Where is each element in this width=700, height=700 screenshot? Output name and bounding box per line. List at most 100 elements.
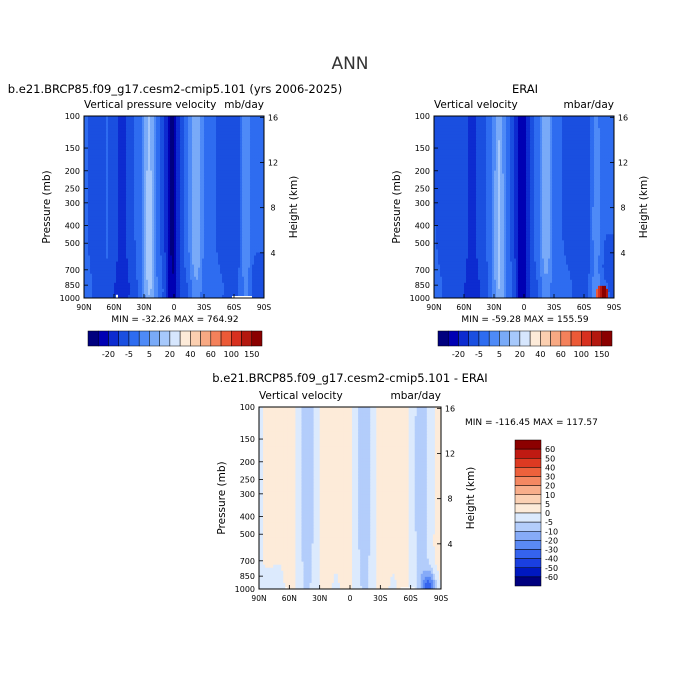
field-cell bbox=[96, 176, 99, 181]
field-cell bbox=[242, 231, 245, 235]
field-cell bbox=[174, 149, 177, 153]
field-cell bbox=[98, 167, 101, 172]
field-cell bbox=[148, 194, 151, 199]
field-cell bbox=[116, 213, 119, 217]
field-cell bbox=[166, 255, 169, 260]
field-cell bbox=[194, 231, 197, 235]
field-cell bbox=[144, 252, 147, 257]
field-cell bbox=[114, 246, 117, 251]
field-cell bbox=[134, 231, 137, 235]
field-cell bbox=[206, 188, 209, 193]
field-cell bbox=[184, 155, 187, 160]
field-cell bbox=[106, 119, 109, 123]
field-cell bbox=[180, 197, 183, 202]
field-cell bbox=[188, 137, 191, 141]
field-cell bbox=[246, 264, 249, 269]
field-cell bbox=[168, 170, 171, 175]
field-cell bbox=[198, 149, 201, 153]
field-cell bbox=[168, 200, 171, 205]
field-cell bbox=[170, 240, 173, 244]
field-cell bbox=[110, 197, 113, 202]
field-cell bbox=[240, 143, 243, 147]
field-cell bbox=[186, 176, 189, 181]
field-cell bbox=[170, 173, 173, 178]
field-cell bbox=[106, 116, 109, 120]
field-cell bbox=[110, 243, 113, 248]
field-cell bbox=[110, 213, 113, 217]
field-cell bbox=[212, 200, 215, 205]
field-cell bbox=[206, 252, 209, 257]
field-cell bbox=[248, 161, 251, 166]
field-cell bbox=[252, 270, 255, 275]
field-cell bbox=[256, 146, 259, 150]
field-cell bbox=[96, 152, 99, 157]
field-cell bbox=[126, 243, 129, 248]
field-cell bbox=[206, 182, 209, 187]
field-cell bbox=[130, 231, 133, 235]
field-cell bbox=[206, 191, 209, 196]
field-cell bbox=[138, 279, 141, 284]
field-cell bbox=[208, 216, 211, 220]
field-cell bbox=[248, 173, 251, 178]
field-cell bbox=[144, 267, 147, 272]
field-cell bbox=[254, 210, 257, 214]
field-cell bbox=[150, 216, 153, 220]
field-cell bbox=[86, 119, 89, 123]
field-cell bbox=[200, 237, 203, 241]
field-cell bbox=[230, 122, 233, 126]
field-cell bbox=[246, 261, 249, 266]
field-cell bbox=[194, 164, 197, 169]
field-cell bbox=[154, 197, 157, 202]
field-cell bbox=[216, 261, 219, 266]
field-cell bbox=[246, 173, 249, 178]
field-cell bbox=[200, 213, 203, 217]
field-cell bbox=[96, 258, 99, 263]
field-cell bbox=[148, 279, 151, 284]
field-cell bbox=[102, 128, 105, 132]
field-cell bbox=[168, 185, 171, 190]
field-cell bbox=[192, 276, 195, 281]
field-cell bbox=[194, 267, 197, 272]
field-cell bbox=[196, 137, 199, 141]
field-cell bbox=[114, 207, 117, 211]
field-cell bbox=[172, 249, 175, 254]
field-cell bbox=[250, 194, 253, 199]
field-cell bbox=[102, 273, 105, 278]
field-cell bbox=[216, 200, 219, 205]
field-cell bbox=[142, 252, 145, 257]
field-cell bbox=[258, 167, 261, 172]
field-cell bbox=[88, 249, 91, 254]
field-cell bbox=[100, 119, 103, 123]
field-cell bbox=[96, 213, 99, 217]
field-cell bbox=[132, 282, 135, 287]
field-cell bbox=[260, 188, 263, 193]
field-cell bbox=[98, 264, 101, 269]
field-cell bbox=[184, 258, 187, 263]
field-cell bbox=[128, 164, 131, 169]
field-cell bbox=[114, 185, 117, 190]
field-cell bbox=[192, 231, 195, 235]
field-cell bbox=[190, 119, 193, 123]
field-cell bbox=[202, 179, 205, 184]
field-cell bbox=[134, 164, 137, 169]
field-cell bbox=[108, 264, 111, 269]
field-cell bbox=[104, 194, 107, 199]
field-cell bbox=[90, 152, 93, 157]
field-cell bbox=[176, 243, 179, 248]
field-cell bbox=[128, 225, 131, 229]
field-cell bbox=[124, 261, 127, 266]
field-cell bbox=[112, 188, 115, 193]
field-cell bbox=[262, 116, 264, 120]
field-cell bbox=[148, 170, 151, 175]
field-cell bbox=[212, 161, 215, 166]
field-cell bbox=[194, 276, 197, 281]
field-cell bbox=[130, 116, 133, 120]
field-cell bbox=[126, 213, 129, 217]
field-cell bbox=[214, 273, 217, 278]
field-cell bbox=[176, 137, 179, 141]
field-cell bbox=[178, 185, 181, 190]
field-cell bbox=[188, 182, 191, 187]
field-cell bbox=[110, 143, 113, 147]
field-cell bbox=[138, 116, 141, 120]
field-cell bbox=[228, 128, 231, 132]
